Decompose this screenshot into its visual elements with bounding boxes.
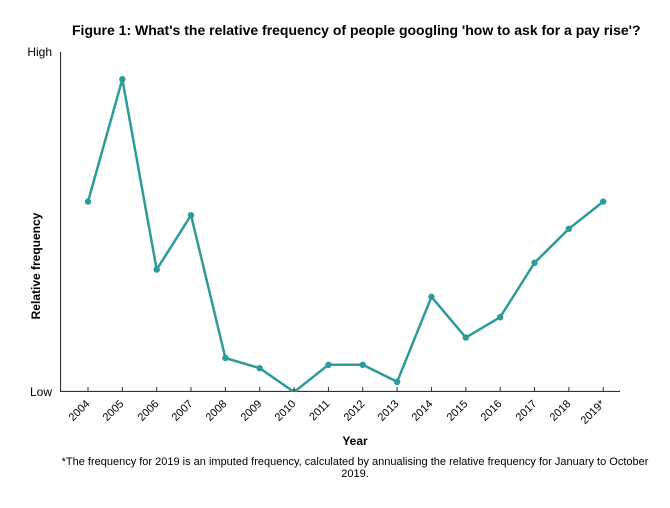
x-tick: 2004 — [67, 398, 93, 424]
x-tick: 2007 — [170, 398, 196, 424]
x-tick: 2016 — [479, 398, 505, 424]
chart-wrap: Relative frequency LowHigh20042005200620… — [60, 52, 650, 480]
x-tick: 2018 — [548, 398, 574, 424]
x-tick: 2014 — [410, 398, 436, 424]
x-tick: 2013 — [376, 398, 402, 424]
chart-footnote: *The frequency for 2019 is an imputed fr… — [60, 456, 650, 480]
y-tick-low: Low — [30, 385, 52, 399]
x-axis-label: Year — [60, 434, 650, 448]
plot-area: LowHigh200420052006200720082009201020112… — [60, 52, 620, 392]
y-tick-high: High — [27, 45, 52, 59]
x-tick: 2011 — [308, 398, 333, 423]
x-tick: 2005 — [101, 398, 127, 424]
x-tick: 2009 — [238, 398, 264, 424]
chart-title: Figure 1: What's the relative frequency … — [72, 22, 650, 38]
x-tick: 2010 — [273, 398, 299, 424]
x-tick: 2006 — [135, 398, 161, 424]
x-tick: 2015 — [444, 398, 470, 424]
x-tick: 2012 — [341, 398, 367, 424]
figure-container: Figure 1: What's the relative frequency … — [0, 0, 670, 508]
x-tick: 2008 — [204, 398, 230, 424]
x-tick: 2019* — [579, 398, 608, 427]
line-chart-svg — [60, 52, 620, 392]
y-axis-label: Relative frequency — [29, 213, 43, 320]
x-tick: 2017 — [513, 398, 539, 424]
